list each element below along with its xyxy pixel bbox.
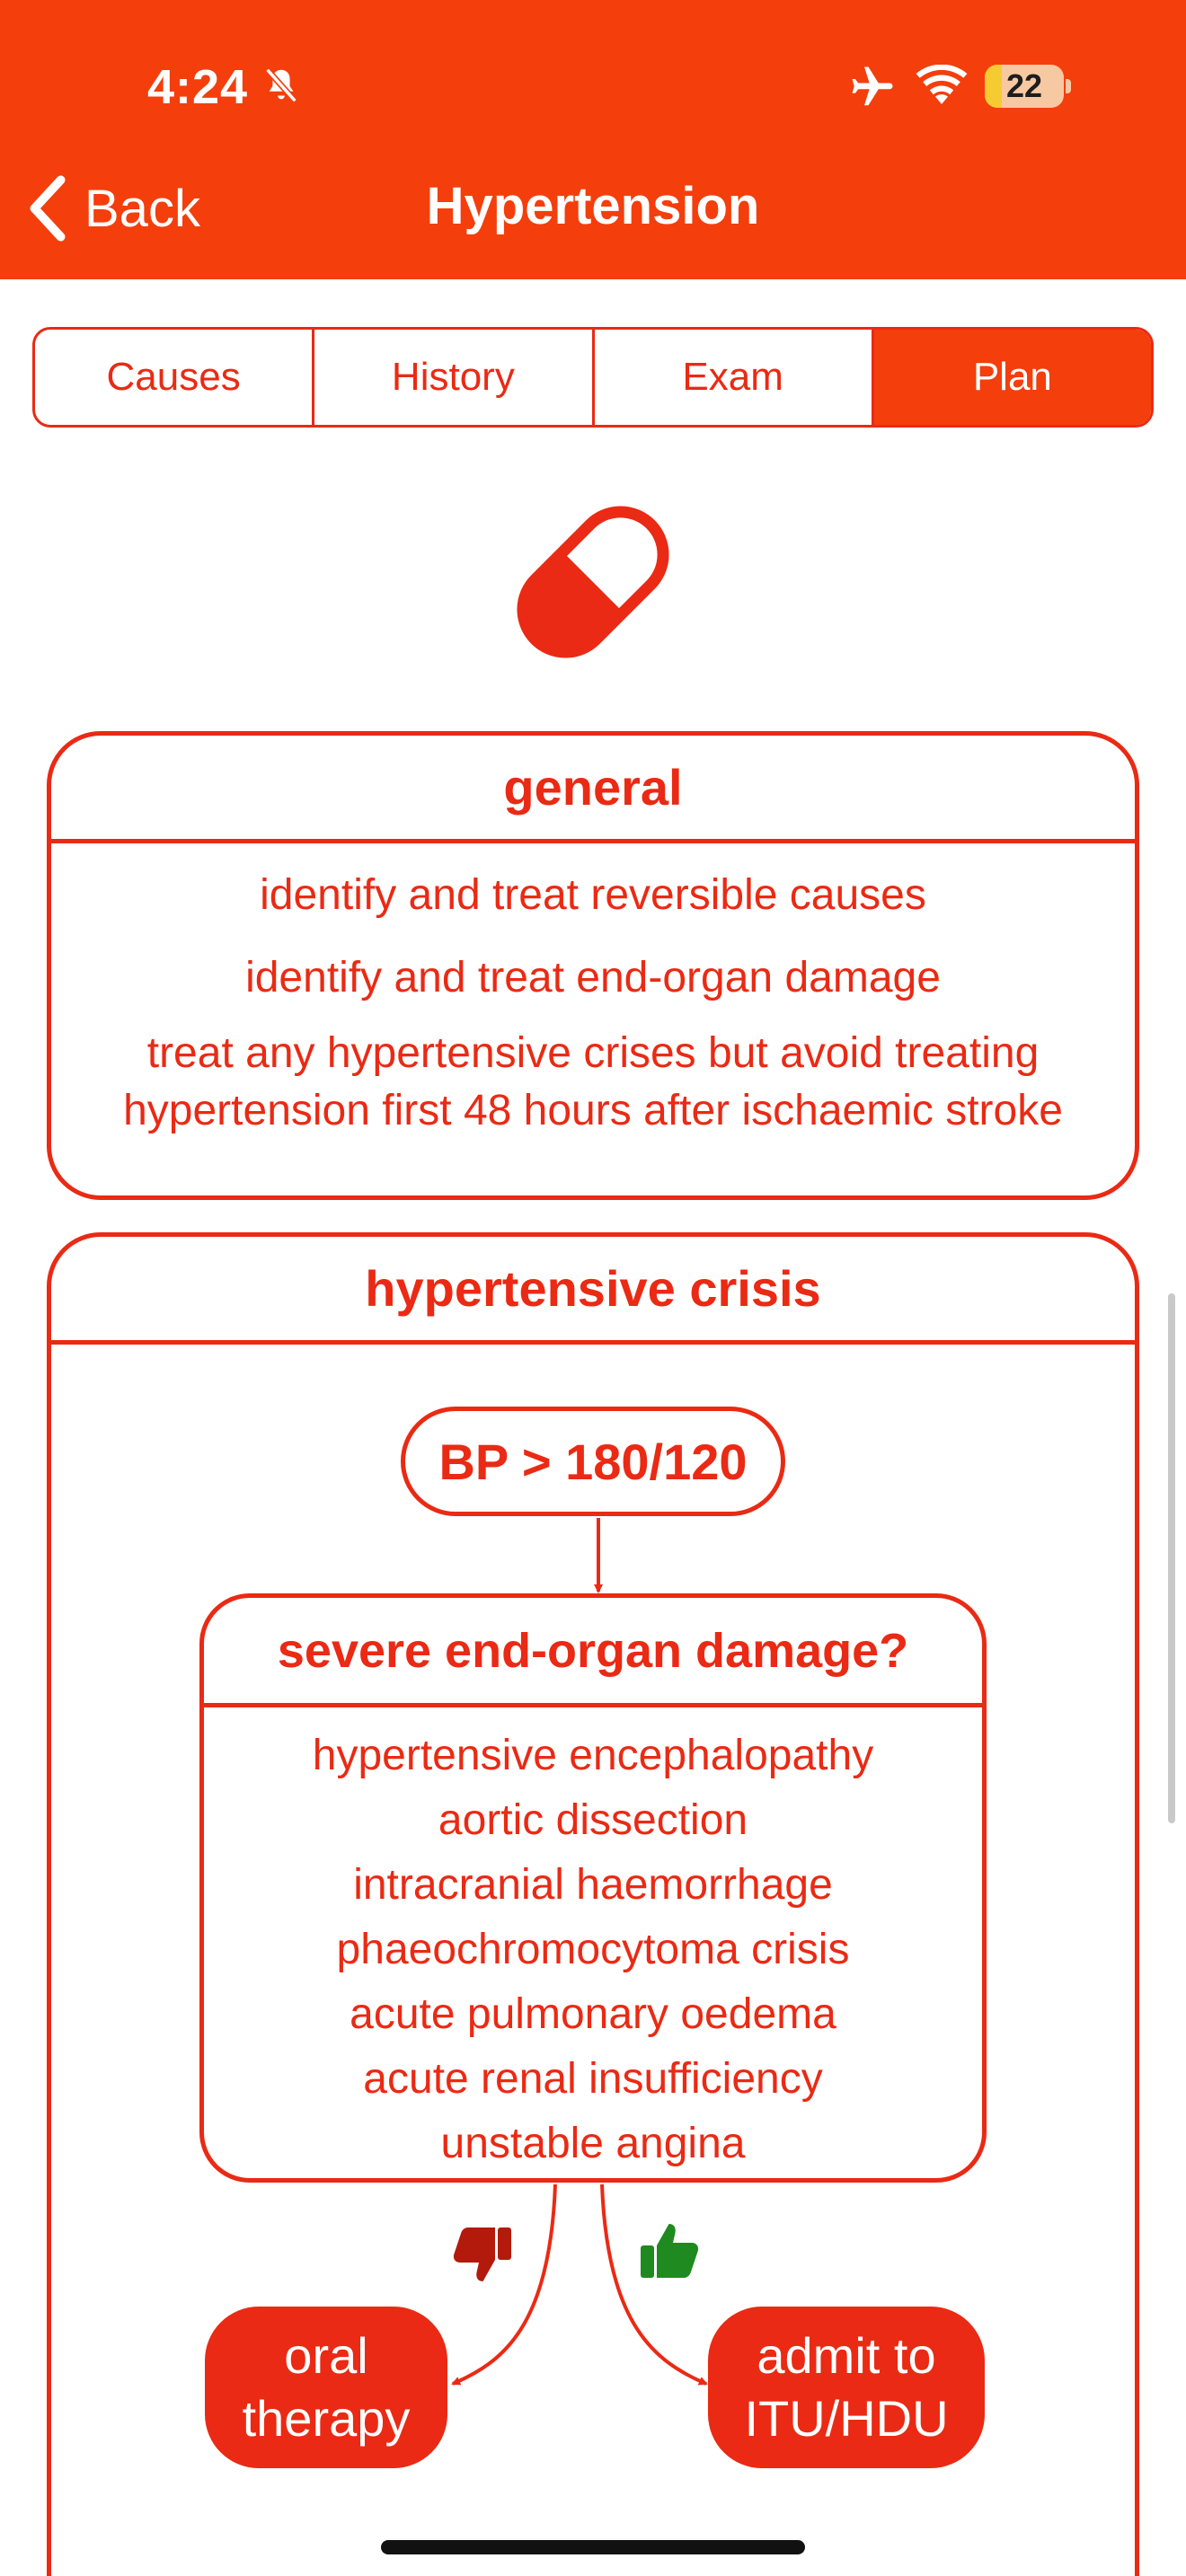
home-indicator[interactable] <box>381 2540 805 2554</box>
end-organ-damage-card: severe end-organ damage? hypertensive en… <box>199 1593 987 2183</box>
outcome-line: oral <box>284 2327 368 2384</box>
list-item: acute pulmonary oedema <box>350 1990 836 2038</box>
general-item: identify and treat end-organ damage <box>245 954 941 1001</box>
tab-causes[interactable]: Causes <box>35 330 315 425</box>
condition-list: hypertensive encephalopathy aortic disse… <box>204 1724 982 2176</box>
list-item: aortic dissection <box>438 1796 748 1844</box>
general-heading: general <box>51 736 1135 843</box>
thumbs-down-icon <box>453 2228 511 2281</box>
list-item: acute renal insufficiency <box>363 2055 823 2103</box>
list-item: hypertensive encephalopathy <box>312 1732 874 1779</box>
general-card: general identify and treat reversible ca… <box>47 731 1139 1200</box>
list-item: intracranial haemorrhage <box>353 1861 833 1909</box>
status-time: 4:24 <box>147 60 249 114</box>
crisis-card: hypertensive crisis <box>47 1232 1139 2576</box>
tab-plan[interactable]: Plan <box>873 330 1151 425</box>
admit-itu-node: admit to ITU/HDU <box>708 2307 985 2468</box>
back-label: Back <box>84 179 200 238</box>
general-item: treat any hypertensive crises but avoid … <box>146 1029 1040 1077</box>
wifi-icon <box>916 65 968 104</box>
battery-level: 22 <box>1005 67 1043 104</box>
end-organ-question: severe end-organ damage? <box>204 1598 982 1707</box>
general-item: identify and treat reversible causes <box>260 871 926 919</box>
pill-icon <box>517 506 669 658</box>
tab-history[interactable]: History <box>314 330 595 425</box>
list-item: phaeochromocytoma crisis <box>336 1926 850 1973</box>
nav-header: 4:24 22 Back Hypertension <box>0 0 1186 279</box>
bell-slash-icon <box>265 67 297 103</box>
outcome-line: therapy <box>242 2390 411 2447</box>
outcome-line: admit to <box>757 2327 936 2384</box>
crisis-heading: hypertensive crisis <box>51 1237 1135 1345</box>
tab-exam[interactable]: Exam <box>595 330 874 425</box>
section-tabs: Causes History Exam Plan <box>32 327 1154 428</box>
scroll-indicator[interactable] <box>1168 1293 1175 1823</box>
battery-icon: 22 <box>985 65 1071 108</box>
back-button[interactable]: Back <box>25 172 200 244</box>
airplane-icon <box>852 66 893 106</box>
bp-threshold-node: BP > 180/120 <box>401 1407 785 1516</box>
chevron-left-icon <box>30 175 66 242</box>
thumbs-up-icon <box>641 2224 699 2278</box>
list-item: unstable angina <box>440 2120 746 2167</box>
page-title: Hypertension <box>426 177 760 235</box>
general-item: hypertension first 48 hours after ischae… <box>123 1087 1063 1134</box>
outcome-line: ITU/HDU <box>744 2390 949 2447</box>
oral-therapy-node: oral therapy <box>205 2307 447 2468</box>
